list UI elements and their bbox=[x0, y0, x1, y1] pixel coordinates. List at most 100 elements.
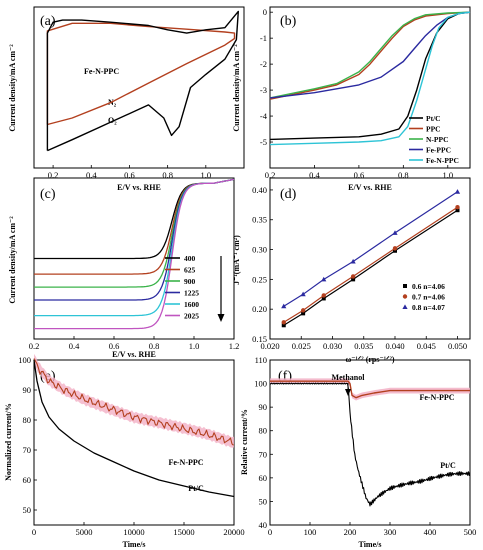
panel-d-ytick-label: 0.20 bbox=[252, 304, 267, 314]
panel-d-point bbox=[321, 276, 327, 282]
panel-d-legend: 0.6 n=4.06 0.7 n=4.060.8 n=4.07 bbox=[402, 282, 445, 312]
panel-d-legend-marker bbox=[402, 304, 408, 309]
panel-b-ytick-label: -4 bbox=[260, 111, 268, 121]
panel-e-xtick-label: 15000 bbox=[173, 527, 194, 537]
panel-c-series-900 bbox=[34, 178, 235, 288]
panel-d-series bbox=[281, 189, 461, 328]
panel-c-xtick-label: 0.4 bbox=[69, 341, 80, 351]
panel-b-series-n-ppc bbox=[269, 11, 471, 99]
panel-d-point bbox=[281, 320, 286, 325]
panel-b-ticks: 0.2 0.4 0.6 0.8 1.0 0 -1 -2 -3 -4 -5 bbox=[260, 7, 453, 180]
panel-d-legend-marker bbox=[402, 294, 408, 299]
panel-d-point bbox=[350, 258, 356, 264]
panel-f-ylabel: Relative current/% bbox=[240, 409, 249, 475]
panel-e-ytick-label: 70 bbox=[23, 445, 32, 455]
panel-f-xtick-label: 500 bbox=[464, 527, 477, 537]
panel-d-frame bbox=[269, 177, 471, 340]
panel-e-ticks: 0 5000 10000 15000 20000 50 60 70 80 90 100 bbox=[18, 355, 244, 537]
panel-f-xtick-label: 0 bbox=[268, 527, 272, 537]
panel-e-xlabel: Time/s bbox=[123, 540, 146, 549]
panel-f-xtick-label: 400 bbox=[424, 527, 437, 537]
panel-b-xtick-label: 0.2 bbox=[265, 170, 276, 180]
panel-f-ticks: 0 100 200 300 400 500 40 50 60 70 80 90 100 110 bbox=[254, 355, 476, 537]
panel-f-methanol-label: Methanol bbox=[332, 373, 366, 382]
panel-b-xtick-label: 0.8 bbox=[398, 170, 409, 180]
panel-b: (b) 0.2 0.4 0.6 0.8 1.0 0 -1 -2 -3 -4 -5 Pt/C PPCN-… bbox=[232, 6, 471, 192]
panel-b-legend-label: PPC bbox=[426, 125, 441, 134]
panel-a-frame bbox=[33, 6, 245, 169]
panel-d-point bbox=[300, 291, 306, 297]
panel-b-ylabel: Current density/mA cm⁻² bbox=[232, 44, 241, 132]
panel-d-point bbox=[393, 248, 397, 253]
panel-d-legend-marker bbox=[403, 284, 407, 288]
panel-d-ytick-label: 0.15 bbox=[252, 334, 267, 344]
panel-a-xtick-label: 0.2 bbox=[48, 170, 59, 180]
panel-c-series-1600 bbox=[34, 178, 235, 317]
panel-d-xtick-label: 0.035 bbox=[354, 341, 373, 351]
panel-f-methanol-arrow-head bbox=[345, 389, 351, 396]
panel-f-ytick-label: 50 bbox=[259, 496, 268, 506]
panel-e-noise-band bbox=[34, 353, 234, 448]
panel-b-xlabel: E/V vs. RHE bbox=[348, 183, 392, 192]
panel-f-series bbox=[269, 378, 471, 507]
panel-a-o2-label: O₂ bbox=[108, 116, 117, 125]
panel-f-fenppc-label: Fe-N-PPC bbox=[419, 393, 454, 402]
panel-d-xtick-label: 0.050 bbox=[448, 341, 467, 351]
panel-f-xtick-label: 100 bbox=[304, 527, 317, 537]
panel-d: (d) 0.020 0.025 0.030 0.035 0.040 0.045 0.0500… bbox=[232, 177, 471, 364]
panel-a-title: Fe-N-PPC bbox=[84, 67, 119, 76]
panel-b-ytick-label: -3 bbox=[260, 85, 267, 95]
panel-b-legend-label: N-PPC bbox=[426, 135, 449, 144]
panel-d-point bbox=[454, 189, 461, 194]
panel-b-label: (b) bbox=[280, 14, 297, 29]
panel-d-xtick-label: 0.025 bbox=[292, 341, 311, 351]
panel-a-xtick-label: 0.6 bbox=[124, 170, 135, 180]
panel-b-ytick-label: -1 bbox=[260, 33, 267, 43]
panel-c-series bbox=[34, 178, 235, 330]
panel-c-legend-label: 2025 bbox=[184, 312, 199, 321]
panel-e-series-pt-c bbox=[33, 359, 235, 498]
panel-d-point bbox=[455, 205, 460, 210]
panel-d-ticks: 0.020 0.025 0.030 0.035 0.040 0.045 0.050 0.15 0… bbox=[252, 185, 467, 351]
panel-c-legend-label: 1225 bbox=[184, 289, 199, 298]
panel-d-point bbox=[301, 311, 306, 316]
panel-d-ytick-label: 0.25 bbox=[252, 274, 267, 284]
panel-b-series-fe-n-ppc bbox=[269, 11, 471, 146]
panel-c: (c) 0.2 0.4 0.6 0.8 1.0 1.2 400 625 900 1225 1600… bbox=[8, 177, 240, 359]
panel-d-point bbox=[300, 308, 306, 313]
panel-c-xtick-label: 0.8 bbox=[149, 341, 160, 351]
panel-d-point bbox=[455, 208, 460, 213]
panel-d-xtick-label: 0.020 bbox=[260, 341, 279, 351]
panel-c-xtick-label: 1.2 bbox=[229, 341, 240, 351]
panel-f-ytick-label: 80 bbox=[259, 426, 268, 436]
panel-e-ytick-label: 50 bbox=[23, 505, 32, 515]
panel-d-point bbox=[321, 293, 326, 298]
panel-d-legend-label: 0.8 n=4.07 bbox=[412, 303, 445, 312]
panel-f-ytick-label: 40 bbox=[259, 520, 268, 530]
panel-f-ytick-label: 100 bbox=[254, 379, 267, 389]
panel-b-frame bbox=[269, 6, 471, 169]
panel-e-ytick-label: 80 bbox=[23, 415, 32, 425]
panel-d-point bbox=[321, 296, 326, 301]
panel-e-ylabel: Normalized current/% bbox=[4, 403, 13, 481]
panel-e-ytick-label: 60 bbox=[23, 475, 32, 485]
panel-a: (a) Fe-N-PPC N₂ O₂ 0.2 0.4 0.6 0.8 1.0 E/V v… bbox=[8, 6, 245, 192]
panel-e-xtick-label: 0 bbox=[32, 527, 36, 537]
panel-b-series-fe-ppc bbox=[269, 11, 471, 99]
panel-c-ylabel: Current density/mA cm⁻² bbox=[8, 216, 17, 304]
panel-c-label: (c) bbox=[40, 187, 56, 202]
panel-c-legend: 400 625 900 1225 1600 2025 bbox=[165, 254, 199, 321]
panel-b-legend-label: Fe-PPC bbox=[426, 146, 451, 155]
panel-a-series bbox=[46, 10, 240, 152]
panel-d-ytick-label: 0.35 bbox=[252, 215, 267, 225]
panel-d-point bbox=[392, 230, 398, 235]
panel-d-fit-line-0 bbox=[283, 209, 458, 326]
panel-b-legend-label: Pt/C bbox=[426, 114, 441, 123]
panel-e-series-fe-n-ppc bbox=[33, 358, 234, 446]
panel-f-xtick-label: 300 bbox=[384, 527, 397, 537]
panel-f-ytick-label: 60 bbox=[259, 473, 268, 483]
panel-f-xtick-label: 200 bbox=[344, 527, 357, 537]
panel-c-legend-label: 1600 bbox=[184, 300, 199, 309]
